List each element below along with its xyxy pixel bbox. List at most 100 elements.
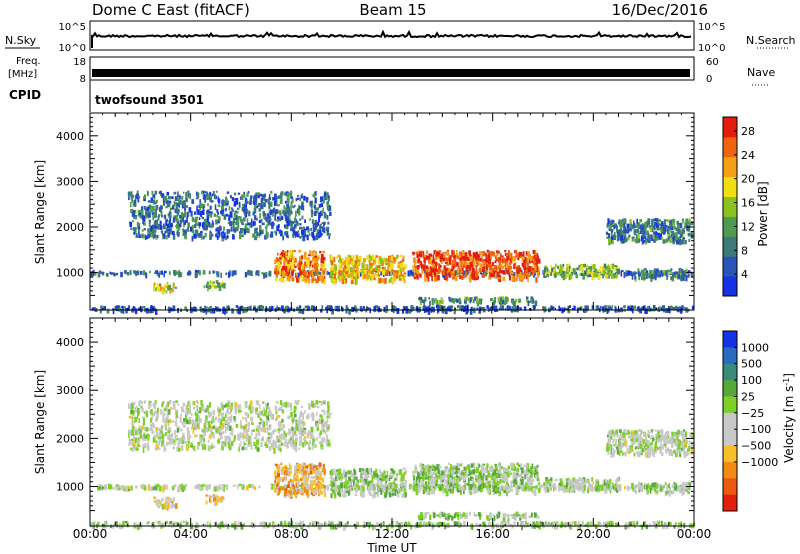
freq-label: Freq.: [16, 56, 41, 67]
power-data-cell: [128, 196, 130, 201]
power-data-cell: [98, 270, 101, 273]
power-data-cell: [254, 204, 257, 208]
power-data-cell: [295, 210, 297, 217]
power-data-cell: [264, 198, 268, 203]
velocity-data-cell: [213, 486, 217, 492]
velocity-data-cell: [284, 476, 287, 482]
power-data-cell: [334, 265, 338, 271]
power-data-cell: [514, 258, 516, 262]
power-data-cell: [533, 305, 536, 309]
power-data-cell: [587, 306, 589, 310]
power-data-cell: [237, 216, 241, 220]
power-data-cell: [575, 274, 578, 279]
power-data-cell: [316, 255, 319, 259]
velocity-data-cell: [571, 521, 574, 525]
power-data-cell: [444, 251, 447, 254]
power-data-cell: [175, 218, 179, 223]
power-data-cell: [284, 192, 286, 196]
power-data-cell: [384, 262, 387, 265]
power-data-cell: [631, 236, 635, 239]
power-data-cell: [257, 195, 260, 199]
velocity-data-cell: [153, 499, 156, 503]
power-data-cell: [416, 253, 420, 258]
power-data-cell: [191, 216, 195, 222]
power-data-cell: [319, 228, 322, 233]
power-data-cell: [136, 190, 139, 196]
power-data-cell: [290, 252, 293, 257]
velocity-data-cell: [124, 520, 128, 524]
power-data-cell: [228, 272, 230, 279]
power-data-cell: [359, 306, 362, 312]
power-data-cell: [170, 222, 173, 227]
power-data-cell: [189, 226, 193, 232]
velocity-data-cell: [153, 496, 156, 500]
power-data-cell: [609, 305, 611, 310]
power-data-cell: [149, 309, 152, 313]
power-data-cell: [215, 228, 217, 232]
power-data-cell: [281, 231, 284, 237]
power-data-cell: [617, 308, 620, 313]
power-data-cell: [151, 229, 154, 232]
power-data-cell: [676, 224, 680, 228]
power-data-cell: [502, 271, 506, 275]
power-data-cell: [153, 212, 156, 219]
power-data-cell: [405, 307, 409, 314]
power-data-cell: [459, 251, 463, 256]
power-data-cell: [291, 261, 295, 265]
power-data-cell: [241, 206, 244, 211]
power-data-cell: [668, 306, 671, 310]
power-data-cell: [150, 197, 153, 203]
power-data-cell: [646, 270, 649, 275]
power-data-cell: [319, 231, 322, 238]
power-data-cell: [661, 272, 664, 277]
power-data-cell: [254, 201, 257, 207]
power-data-cell: [633, 229, 637, 236]
power-data-cell: [450, 307, 453, 312]
power-data-cell: [690, 272, 694, 278]
power-data-cell: [424, 297, 427, 301]
power-data-cell: [281, 217, 284, 220]
power-ytick-label: 1000: [56, 267, 84, 280]
power-data-cell: [446, 270, 449, 275]
power-data-cell: [283, 205, 286, 210]
power-data-cell: [633, 305, 637, 309]
power-data-cell: [506, 307, 510, 310]
power-data-cell: [464, 306, 467, 311]
power-data-cell: [432, 263, 435, 267]
power-data-cell: [481, 259, 484, 263]
power-data-cell: [314, 258, 318, 264]
power-data-cell: [289, 219, 292, 226]
power-data-cell: [298, 260, 301, 264]
power-data-cell: [419, 274, 422, 278]
power-data-cell: [368, 254, 371, 259]
power-data-cell: [367, 276, 370, 280]
power-data-cell: [283, 308, 286, 314]
power-data-cell: [424, 276, 427, 282]
power-data-cell: [311, 269, 314, 275]
power-data-cell: [525, 275, 529, 280]
power-data-cell: [679, 240, 683, 245]
power-data-cell: [288, 208, 290, 212]
power-data-cell: [463, 253, 466, 256]
power-data-cell: [535, 257, 538, 261]
power-data-cell: [436, 272, 438, 277]
velocity-data-cell: [540, 484, 544, 488]
velocity-data-cell: [130, 485, 133, 491]
power-data-cell: [442, 253, 446, 258]
power-data-cell: [665, 270, 669, 277]
velocity-data-cell: [610, 521, 613, 524]
power-data-cell: [684, 240, 687, 245]
power-data-cell: [339, 256, 341, 262]
power-data-cell: [429, 300, 431, 306]
power-data-cell: [428, 260, 430, 264]
power-data-cell: [199, 202, 203, 208]
power-data-cell: [134, 202, 137, 207]
power-data-cell: [427, 256, 431, 260]
power-data-cell: [486, 249, 489, 253]
power-data-cell: [277, 204, 280, 207]
power-data-cell: [435, 304, 439, 308]
power-data-cell: [208, 210, 211, 213]
power-data-cell: [425, 265, 429, 270]
power-data-cell: [136, 221, 139, 227]
power-data-cell: [327, 208, 331, 212]
